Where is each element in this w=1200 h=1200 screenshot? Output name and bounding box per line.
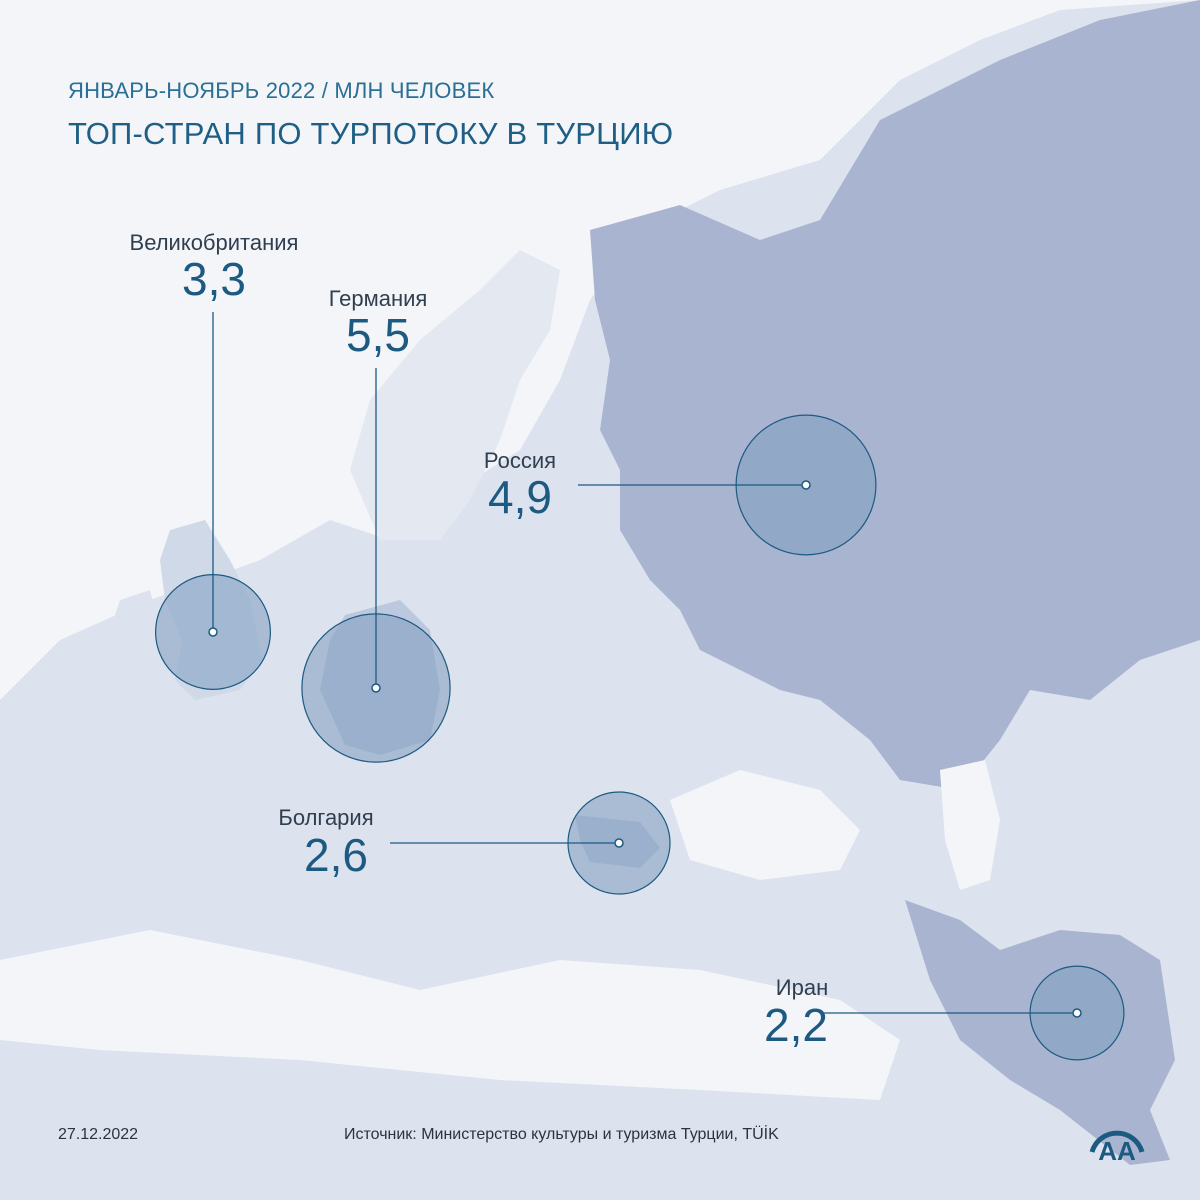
ireland-land: [110, 590, 160, 665]
country-label-uk: Великобритания: [129, 230, 299, 255]
country-label-bulgaria: Болгария: [278, 805, 374, 830]
marker-dot-russia: [801, 480, 811, 490]
black-sea: [670, 770, 860, 880]
mediterranean-sea: [0, 930, 900, 1100]
anadolu-agency-logo-icon: AA: [1089, 1130, 1145, 1164]
scandinavia-land: [350, 250, 560, 540]
marker-dot-uk: [208, 627, 218, 637]
value-iran: 2,2: [764, 999, 828, 1051]
page-title: ТОП-СТРАН ПО ТУРПОТОКУ В ТУРЦИЮ: [68, 116, 674, 151]
header: ЯНВАРЬ-НОЯБРЬ 2022 / МЛН ЧЕЛОВЕК ТОП-СТР…: [68, 78, 673, 152]
subtitle: ЯНВАРЬ-НОЯБРЬ 2022 / МЛН ЧЕЛОВЕК: [68, 78, 495, 103]
date-label: 27.12.2022: [58, 1126, 139, 1143]
country-label-russia: Россия: [483, 448, 557, 473]
russia-land: [590, 0, 1200, 790]
source-label: Источник: Министерство культуры и туризм…: [344, 1126, 779, 1143]
caspian-sea: [940, 760, 1000, 890]
value-bulgaria: 2,6: [304, 829, 368, 881]
country-label-germany: Германия: [328, 286, 428, 311]
country-label-iran: Иран: [775, 975, 829, 1000]
marker-dot-germany: [371, 683, 381, 693]
logo-text: AA: [1098, 1136, 1136, 1164]
value-uk: 3,3: [182, 253, 246, 305]
marker-dot-bulgaria: [614, 838, 624, 848]
value-germany: 5,5: [346, 309, 410, 361]
value-russia: 4,9: [488, 471, 552, 523]
marker-dot-iran: [1072, 1008, 1082, 1018]
